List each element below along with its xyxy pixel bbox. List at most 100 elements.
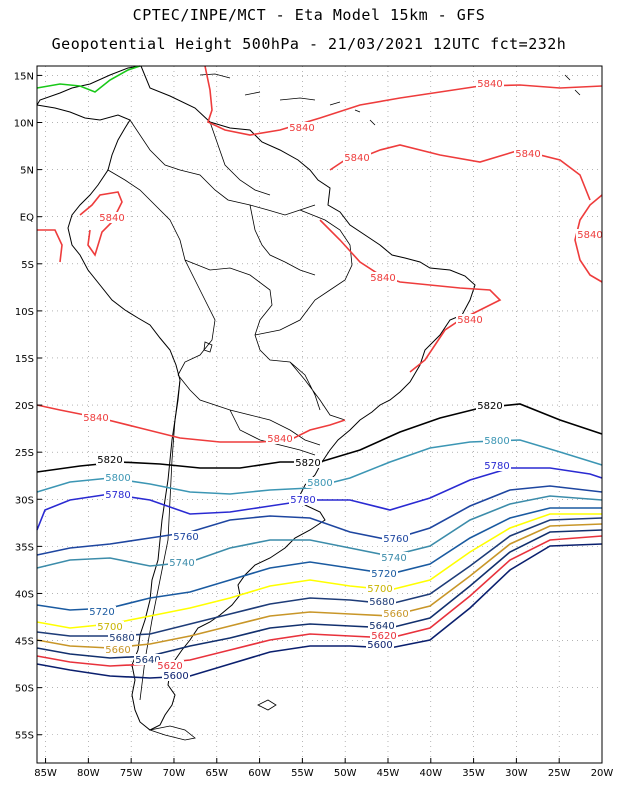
contour-label-background [380, 552, 408, 563]
contour-label-background [96, 454, 124, 465]
map-title-line-2: Geopotential Height 500hPa - 21/03/2021 … [51, 35, 567, 53]
lon-tick-label: 40W [419, 768, 442, 779]
lon-tick-label: 65W [205, 768, 228, 779]
lon-tick-label: 20W [591, 768, 614, 779]
contour-label: 5660 [105, 645, 130, 656]
contour-label-background [104, 472, 132, 483]
lat-tick-label: 25S [15, 448, 34, 459]
contour-label: 5600 [367, 640, 392, 651]
lon-tick-label: 70W [163, 768, 186, 779]
contour-label: 5840 [99, 213, 124, 224]
contour-label: 5800 [484, 436, 509, 447]
contour-label: 5700 [367, 584, 392, 595]
contour-5620 [36, 535, 603, 667]
contour-label-background [366, 583, 394, 594]
malvinas-islands [257, 699, 277, 711]
contour-label: 5820 [97, 455, 122, 466]
contour-label-background [370, 630, 398, 641]
contour-5680 [36, 517, 603, 637]
lat-tick-label: 10N [14, 119, 34, 130]
contour-5760 [36, 485, 603, 556]
contour-label: 5780 [105, 490, 130, 501]
contour-label-background [576, 229, 604, 240]
contour-label: 5840 [457, 315, 482, 326]
contour-5840-north [204, 65, 603, 136]
contour-5840-west [37, 229, 63, 263]
contour-5640 [36, 529, 603, 659]
lat-tick-label: 30S [15, 495, 34, 506]
contour-label: 5620 [371, 631, 396, 642]
contour-5700 [36, 513, 602, 629]
axis-ticks: 15N 10N 5N EQ 5S 10S 15S 20S 25S 30S 35S 40S 45S 50S 5… [14, 71, 614, 779]
contour-label: 5740 [169, 558, 194, 569]
lon-tick-label: 85W [34, 768, 57, 779]
contour-label: 5840 [83, 413, 108, 424]
contour-label-background [108, 632, 136, 643]
map-frame [36, 65, 603, 764]
contour-label-background [343, 152, 371, 163]
caribbean-islands [199, 73, 581, 126]
contour-label: 5820 [477, 401, 502, 412]
lat-tick-label: 15S [15, 354, 34, 365]
contour-5840-east [319, 219, 502, 373]
contour-label-background [289, 494, 317, 505]
map-title-line-1: CPTEC/INPE/MCT - Eta Model 15km - GFS [132, 6, 486, 24]
contour-label: 5840 [477, 79, 502, 90]
contour-label: 5700 [97, 622, 122, 633]
contour-label-background [366, 639, 394, 650]
lat-tick-label: 20S [15, 401, 34, 412]
contour-label: 5840 [267, 434, 292, 445]
contour-label: 5740 [381, 553, 406, 564]
contour-label: 5640 [369, 621, 394, 632]
contour-label-background [382, 608, 410, 619]
contour-label-background [370, 568, 398, 579]
lat-tick-label: 35S [15, 542, 34, 553]
lon-tick-label: 50W [334, 768, 357, 779]
lat-tick-label: 10S [15, 307, 34, 318]
contour-label-background [82, 412, 110, 423]
contour-label-background [104, 489, 132, 500]
contour-label-background [368, 620, 396, 631]
contour-label-background [382, 533, 410, 544]
contour-label: 5780 [484, 461, 509, 472]
contour-label: 5620 [157, 661, 182, 672]
contour-label-background [172, 531, 200, 542]
contour-label: 5720 [89, 607, 114, 618]
contour-5600 [36, 543, 603, 679]
contour-label-background [294, 457, 322, 468]
lon-tick-label: 55W [291, 768, 314, 779]
contour-label: 5800 [105, 473, 130, 484]
contour-label-background [134, 654, 162, 665]
contour-label-background [104, 644, 132, 655]
contour-label: 5720 [371, 569, 396, 580]
contour-5740 [36, 495, 603, 569]
contour-label: 5840 [370, 273, 395, 284]
contour-label-background [156, 660, 184, 671]
contour-label: 5840 [344, 153, 369, 164]
contour-label-background [368, 596, 396, 607]
contour-5840-far-east [574, 194, 603, 283]
contour-label: 5600 [163, 671, 188, 682]
lon-tick-label: 45W [377, 768, 400, 779]
contour-label-background [168, 557, 196, 568]
contour-label: 5800 [307, 478, 332, 489]
contour-label: 5840 [577, 230, 602, 241]
contour-label-background [483, 460, 511, 471]
lat-tick-label: EQ [20, 213, 34, 224]
lon-tick-label: 60W [248, 768, 271, 779]
lat-tick-label: 50S [15, 684, 34, 695]
lon-tick-label: 30W [505, 768, 528, 779]
lat-tick-label: 5S [21, 260, 34, 271]
lon-tick-label: 75W [120, 768, 143, 779]
contour-label-background [96, 621, 124, 632]
contour-label-background [514, 148, 542, 159]
lon-tick-label: 25W [548, 768, 571, 779]
contour-label-background [456, 314, 484, 325]
contour-label-background [476, 78, 504, 89]
contour-label: 5780 [290, 495, 315, 506]
lat-tick-label: 5N [20, 166, 34, 177]
graticule-grid [37, 66, 603, 763]
contour-label: 5680 [369, 597, 394, 608]
contour-label: 5820 [295, 458, 320, 469]
contour-5860 [36, 65, 141, 93]
